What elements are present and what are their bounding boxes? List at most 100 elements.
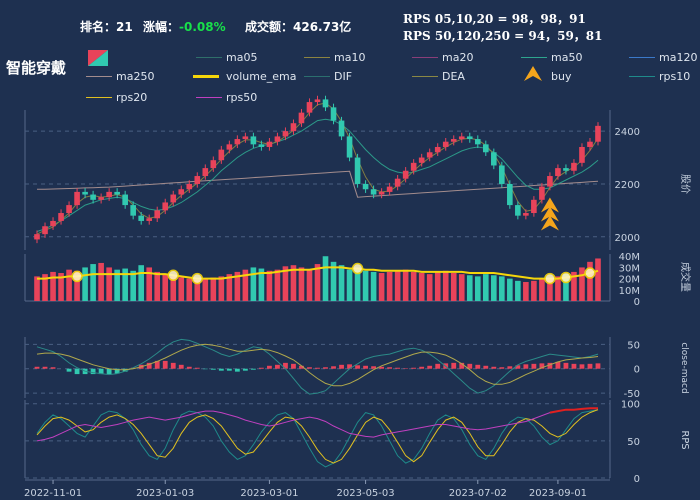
candle-body [298, 112, 305, 124]
volume-bar [106, 267, 112, 301]
volume-bar [314, 264, 321, 301]
macd-histogram-bar [226, 368, 232, 371]
macd-histogram-bar [555, 361, 561, 369]
dea-line [36, 343, 599, 387]
x-tick-label: 2023-07-02 [449, 488, 507, 499]
legend-dea: DEA [442, 70, 465, 83]
dif-line [36, 338, 599, 395]
volume-highlight-marker [191, 272, 204, 285]
candle-body [563, 168, 569, 171]
macd-histogram-bar [395, 367, 401, 369]
volume-bar [410, 271, 417, 301]
x-tick-label: 2023-09-01 [529, 488, 587, 499]
ma250-line [37, 170, 599, 198]
candle-body [282, 131, 289, 137]
volume-bar [354, 267, 361, 301]
legend-rps10: rps10 [659, 70, 691, 83]
candle-body [154, 210, 161, 219]
legend-ma120: ma120 [659, 51, 698, 64]
volume-bar [98, 262, 104, 301]
candle-body [218, 149, 225, 161]
volume-bar [322, 256, 329, 301]
candle-body [90, 194, 96, 200]
volume-bar [210, 277, 217, 301]
candle-body [362, 183, 369, 190]
macd-histogram-bar [491, 366, 497, 369]
legend-swatch-dea [412, 76, 438, 77]
volume-bar [555, 276, 561, 301]
legend-dif: DIF [334, 70, 353, 83]
rps10-line [36, 409, 599, 468]
volume-bar [74, 270, 80, 301]
legend-ma05: ma05 [226, 51, 258, 64]
volume-bar [595, 258, 601, 301]
macd-histogram-bar [587, 363, 593, 369]
volume-bar [274, 269, 281, 301]
volume-bar [50, 271, 56, 301]
rps50-line [36, 407, 598, 442]
price-axis-label: 股价 [679, 174, 691, 194]
macd-histogram-bar [411, 367, 417, 369]
volume-bar [362, 270, 369, 301]
change-label: 涨幅：-0.08% [143, 18, 226, 35]
macd-histogram-bar [355, 365, 360, 369]
macd-histogram-bar [563, 362, 569, 369]
legend-swatch-rps20 [86, 97, 112, 98]
candle-body [250, 136, 257, 145]
macd-histogram-bar [315, 367, 320, 369]
candle-body [450, 139, 457, 142]
macd-histogram-bar [419, 366, 425, 369]
candle-body [194, 176, 201, 184]
macd-histogram-bar [267, 365, 272, 369]
candle-body [515, 205, 521, 216]
volume-bar [138, 265, 144, 301]
volume-bar [491, 275, 497, 301]
volume-highlight-marker [351, 262, 364, 275]
candle-body [266, 141, 273, 147]
macd-histogram-bar [459, 362, 465, 369]
candle-body [587, 141, 593, 147]
candle-body [186, 183, 193, 190]
macd-histogram-bar [307, 367, 312, 369]
candle-body [98, 197, 104, 200]
rps-highlight-line [549, 407, 598, 414]
macd-histogram-bar [523, 364, 529, 369]
volume-bar [474, 276, 481, 301]
price-tick-label: 2200 [615, 180, 640, 191]
macd-histogram-bar [507, 366, 513, 369]
volume-bar [579, 267, 585, 301]
candle-body [162, 202, 169, 211]
candle-body [82, 191, 88, 195]
volume-bar [507, 278, 513, 301]
candle-body [571, 162, 577, 171]
candle-body [499, 165, 505, 184]
volume-bar [170, 276, 177, 301]
candle-body [402, 170, 409, 179]
candle-body [579, 146, 585, 163]
volume-bar [338, 265, 345, 301]
macd-histogram-bar [242, 368, 248, 371]
candle-body [170, 194, 177, 203]
volume-bar [531, 280, 537, 301]
macd-histogram-bar [299, 365, 304, 369]
rps-long-line: RPS 50,120,250 = 94，59，81 [403, 29, 603, 43]
macd-histogram-bar [571, 363, 577, 369]
candle-body [122, 194, 128, 206]
volume-bar [370, 271, 377, 301]
candle-body [386, 186, 393, 192]
volume-bar [563, 274, 569, 301]
macd-histogram-bar [194, 367, 200, 369]
volume-bar [346, 269, 353, 301]
legend-ma250: ma250 [116, 70, 155, 83]
candle-body [258, 144, 265, 147]
volume-bar [242, 269, 249, 301]
rank-label: 排名：21 [80, 20, 133, 34]
macd-histogram-bar [579, 364, 585, 369]
macd-histogram-bar [42, 366, 48, 369]
volume-tick-label: 20M [619, 275, 640, 286]
legend-swatch-rps10 [629, 76, 655, 77]
buy-signal-arrow [540, 206, 559, 222]
macd-histogram-bar [379, 366, 385, 369]
